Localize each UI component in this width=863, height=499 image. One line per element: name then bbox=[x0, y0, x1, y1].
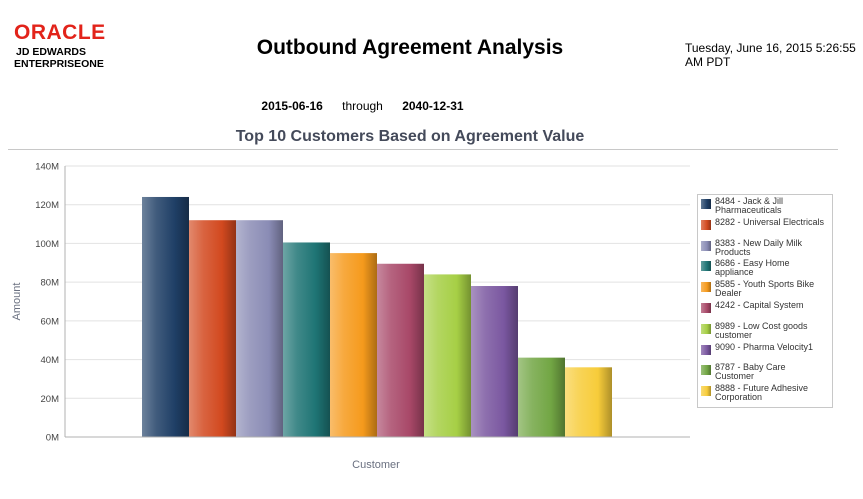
bar bbox=[142, 196, 189, 437]
legend-item: 8585 - Youth Sports Bike Dealer bbox=[701, 280, 832, 301]
legend-swatch bbox=[701, 261, 711, 272]
legend-label: 8888 - Future Adhesive Corporation bbox=[715, 383, 809, 403]
legend-item: 8686 - Easy Home appliance bbox=[701, 259, 832, 280]
legend-swatch bbox=[701, 199, 711, 209]
through-label: through bbox=[342, 99, 383, 113]
y-tick-label: 140M bbox=[35, 162, 59, 173]
y-axis-ticks: 0M 20M 40M 60M 80M 100M 120M 140M bbox=[35, 162, 59, 444]
bar bbox=[189, 220, 236, 437]
date-from: 2015-06-16 bbox=[261, 99, 323, 113]
y-tick-label: 60M bbox=[41, 316, 60, 327]
legend-swatch bbox=[701, 365, 711, 376]
bar bbox=[424, 274, 471, 437]
legend-label: 8787 - Baby Care Customer bbox=[715, 362, 786, 382]
y-tick-label: 40M bbox=[41, 355, 60, 366]
legend-swatch bbox=[701, 282, 711, 293]
legend-label: 8282 - Universal Electricals bbox=[715, 216, 825, 227]
chart-title: Top 10 Customers Based on Agreement Valu… bbox=[235, 128, 585, 145]
jd-edwards-text: JD EDWARDS bbox=[16, 46, 87, 58]
y-tick-label: 120M bbox=[35, 200, 59, 211]
legend-label: 8686 - Easy Home appliance bbox=[715, 258, 790, 278]
chart-legend: 8484 - Jack & Jill Pharmaceuticals 8282 -… bbox=[697, 194, 833, 408]
bar-chart: 0M 20M 40M 60M 80M 100M 120M 140M Amount Custom… bbox=[11, 162, 690, 471]
oracle-wordmark: ORACLE bbox=[14, 21, 106, 44]
y-tick-label: 0M bbox=[46, 433, 59, 444]
legend-swatch bbox=[701, 323, 711, 334]
legend-item: 8989 - Low Cost goods customer bbox=[701, 320, 832, 343]
legend-swatch bbox=[701, 240, 711, 251]
x-axis-label: Customer bbox=[352, 459, 400, 471]
legend-label: 4242 - Capital System bbox=[715, 299, 804, 310]
y-axis-label: Amount bbox=[11, 283, 23, 321]
legend-item: 8383 - New Daily Milk Products bbox=[701, 237, 832, 260]
legend-label: 8989 - Low Cost goods customer bbox=[715, 320, 808, 340]
report-timestamp: Tuesday, June 16, 2015 5:26:55 AM PDT bbox=[685, 41, 856, 69]
bar bbox=[283, 242, 330, 437]
y-tick-label: 100M bbox=[35, 239, 59, 250]
bar bbox=[518, 357, 565, 437]
legend-item: 8282 - Universal Electricals bbox=[701, 216, 832, 239]
date-to: 2040-12-31 bbox=[402, 99, 464, 113]
date-range: 2015-06-16 through 2040-12-31 bbox=[0, 99, 725, 113]
y-tick-label: 80M bbox=[41, 278, 60, 289]
legend-item: 9090 - Pharma Velocity1 bbox=[701, 341, 832, 364]
bar bbox=[471, 286, 518, 437]
title-divider bbox=[8, 149, 838, 150]
bar bbox=[565, 367, 612, 437]
y-tick-label: 20M bbox=[41, 394, 60, 405]
enterpriseone-text: ENTERPRISEONE bbox=[14, 58, 104, 70]
legend-label: 8484 - Jack & Jill Pharmaceuticals bbox=[715, 196, 784, 215]
legend-item: 8484 - Jack & Jill Pharmaceuticals bbox=[701, 197, 832, 218]
legend-label: 8585 - Youth Sports Bike Dealer bbox=[715, 279, 815, 299]
oracle-jde-logo: ORACLE JD EDWARDS ENTERPRISEONE bbox=[14, 21, 124, 71]
bars bbox=[142, 196, 612, 437]
legend-swatch bbox=[701, 344, 711, 355]
legend-item: 8787 - Baby Care Customer bbox=[701, 363, 832, 384]
bar bbox=[236, 220, 283, 437]
legend-label: 9090 - Pharma Velocity1 bbox=[715, 341, 814, 352]
legend-item: 4242 - Capital System bbox=[701, 299, 832, 322]
legend-label: 8383 - New Daily Milk Products bbox=[715, 237, 803, 257]
report-title: Outbound Agreement Analysis bbox=[256, 36, 564, 59]
legend-swatch bbox=[701, 386, 711, 397]
legend-item: 8888 - Future Adhesive Corporation bbox=[701, 384, 832, 405]
legend-swatch bbox=[701, 219, 711, 230]
bar bbox=[377, 263, 424, 437]
legend-swatch bbox=[701, 302, 711, 313]
bar bbox=[330, 253, 377, 437]
